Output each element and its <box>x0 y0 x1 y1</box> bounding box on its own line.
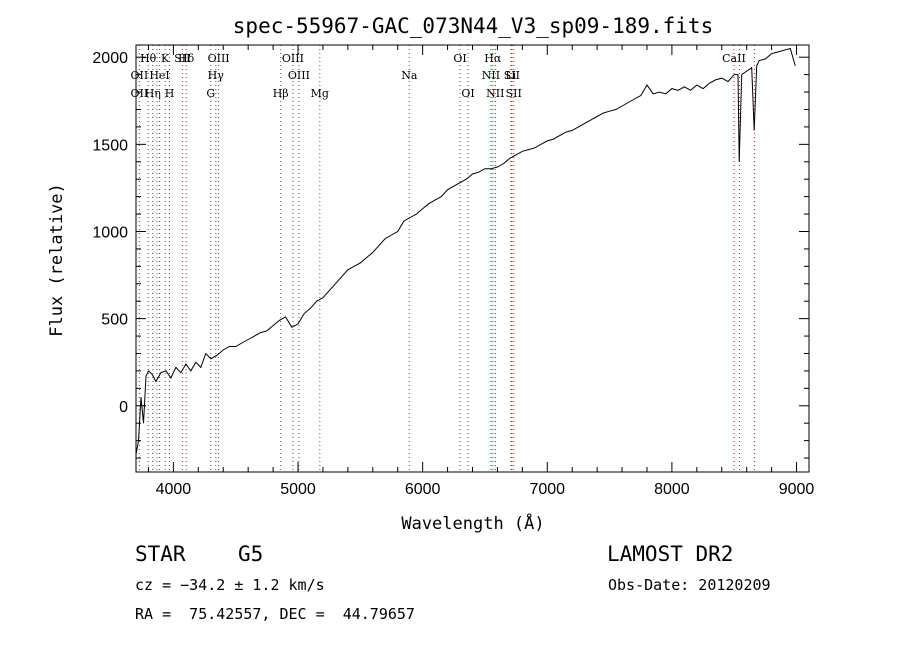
chart-title: spec-55967-GAC_073N44_V3_sp09-189.fits <box>233 14 713 38</box>
x-tick-label: 5000 <box>280 481 316 498</box>
x-tick-label: 4000 <box>156 481 192 498</box>
line-label: Hθ <box>140 52 157 65</box>
x-tick-label: 6000 <box>405 481 441 498</box>
line-label: OI <box>453 52 466 65</box>
line-label: OIII <box>208 52 230 65</box>
x-tick-label: 8000 <box>654 481 690 498</box>
line-label: Li <box>505 69 516 82</box>
line-label: OIII <box>282 52 304 65</box>
plot-frame <box>135 44 810 473</box>
line-label: Hγ <box>208 69 225 82</box>
line-label: SII <box>504 69 520 82</box>
y-axis: 0 500 1000 1500 2000 <box>92 50 809 459</box>
line-label: Hα <box>484 52 502 65</box>
line-label: OI <box>461 87 474 100</box>
line-label: Hβ <box>273 87 289 100</box>
line-label: NII <box>482 69 500 82</box>
object-class: STAR <box>135 542 186 566</box>
x-axis: 4000 5000 6000 7000 8000 9000 <box>147 45 815 498</box>
line-label: Mg <box>311 87 329 100</box>
spectral-subclass: G5 <box>238 542 264 566</box>
y-tick-label: 2000 <box>92 50 128 67</box>
emission-line-markers <box>138 45 755 472</box>
line-label: HeI <box>149 69 169 82</box>
line-label: Hδ <box>178 52 195 65</box>
observation-date: Obs-Date: 20120209 <box>608 576 771 594</box>
x-axis-label: Wavelength (Å) <box>401 512 544 534</box>
y-tick-label: 1500 <box>92 137 128 154</box>
y-tick-label: 500 <box>101 312 128 329</box>
coordinates: RA = 75.42557, DEC = 44.79657 <box>135 605 415 623</box>
line-label: OIII <box>288 69 310 82</box>
line-label: SII <box>174 52 190 65</box>
x-tick-label: 7000 <box>529 481 565 498</box>
line-label: Hη <box>145 87 161 100</box>
spectrum-line <box>135 47 796 455</box>
redshift-velocity: cz = −34.2 ± 1.2 km/s <box>135 576 325 594</box>
line-label: OII <box>131 87 149 100</box>
survey-name: LAMOST DR2 <box>607 542 734 566</box>
line-label: Na <box>401 69 418 82</box>
line-label: CaII <box>722 52 746 65</box>
line-label: H <box>165 87 175 100</box>
line-label: OII <box>131 69 149 82</box>
line-label: G <box>206 87 215 100</box>
line-label: NII <box>486 87 504 100</box>
line-label: K <box>161 52 170 65</box>
line-label: SII <box>506 87 522 100</box>
x-tick-label: 9000 <box>779 481 815 498</box>
y-tick-label: 1000 <box>92 224 128 241</box>
y-axis-label: Flux (relative) <box>47 183 67 337</box>
y-tick-label: 0 <box>119 399 128 416</box>
